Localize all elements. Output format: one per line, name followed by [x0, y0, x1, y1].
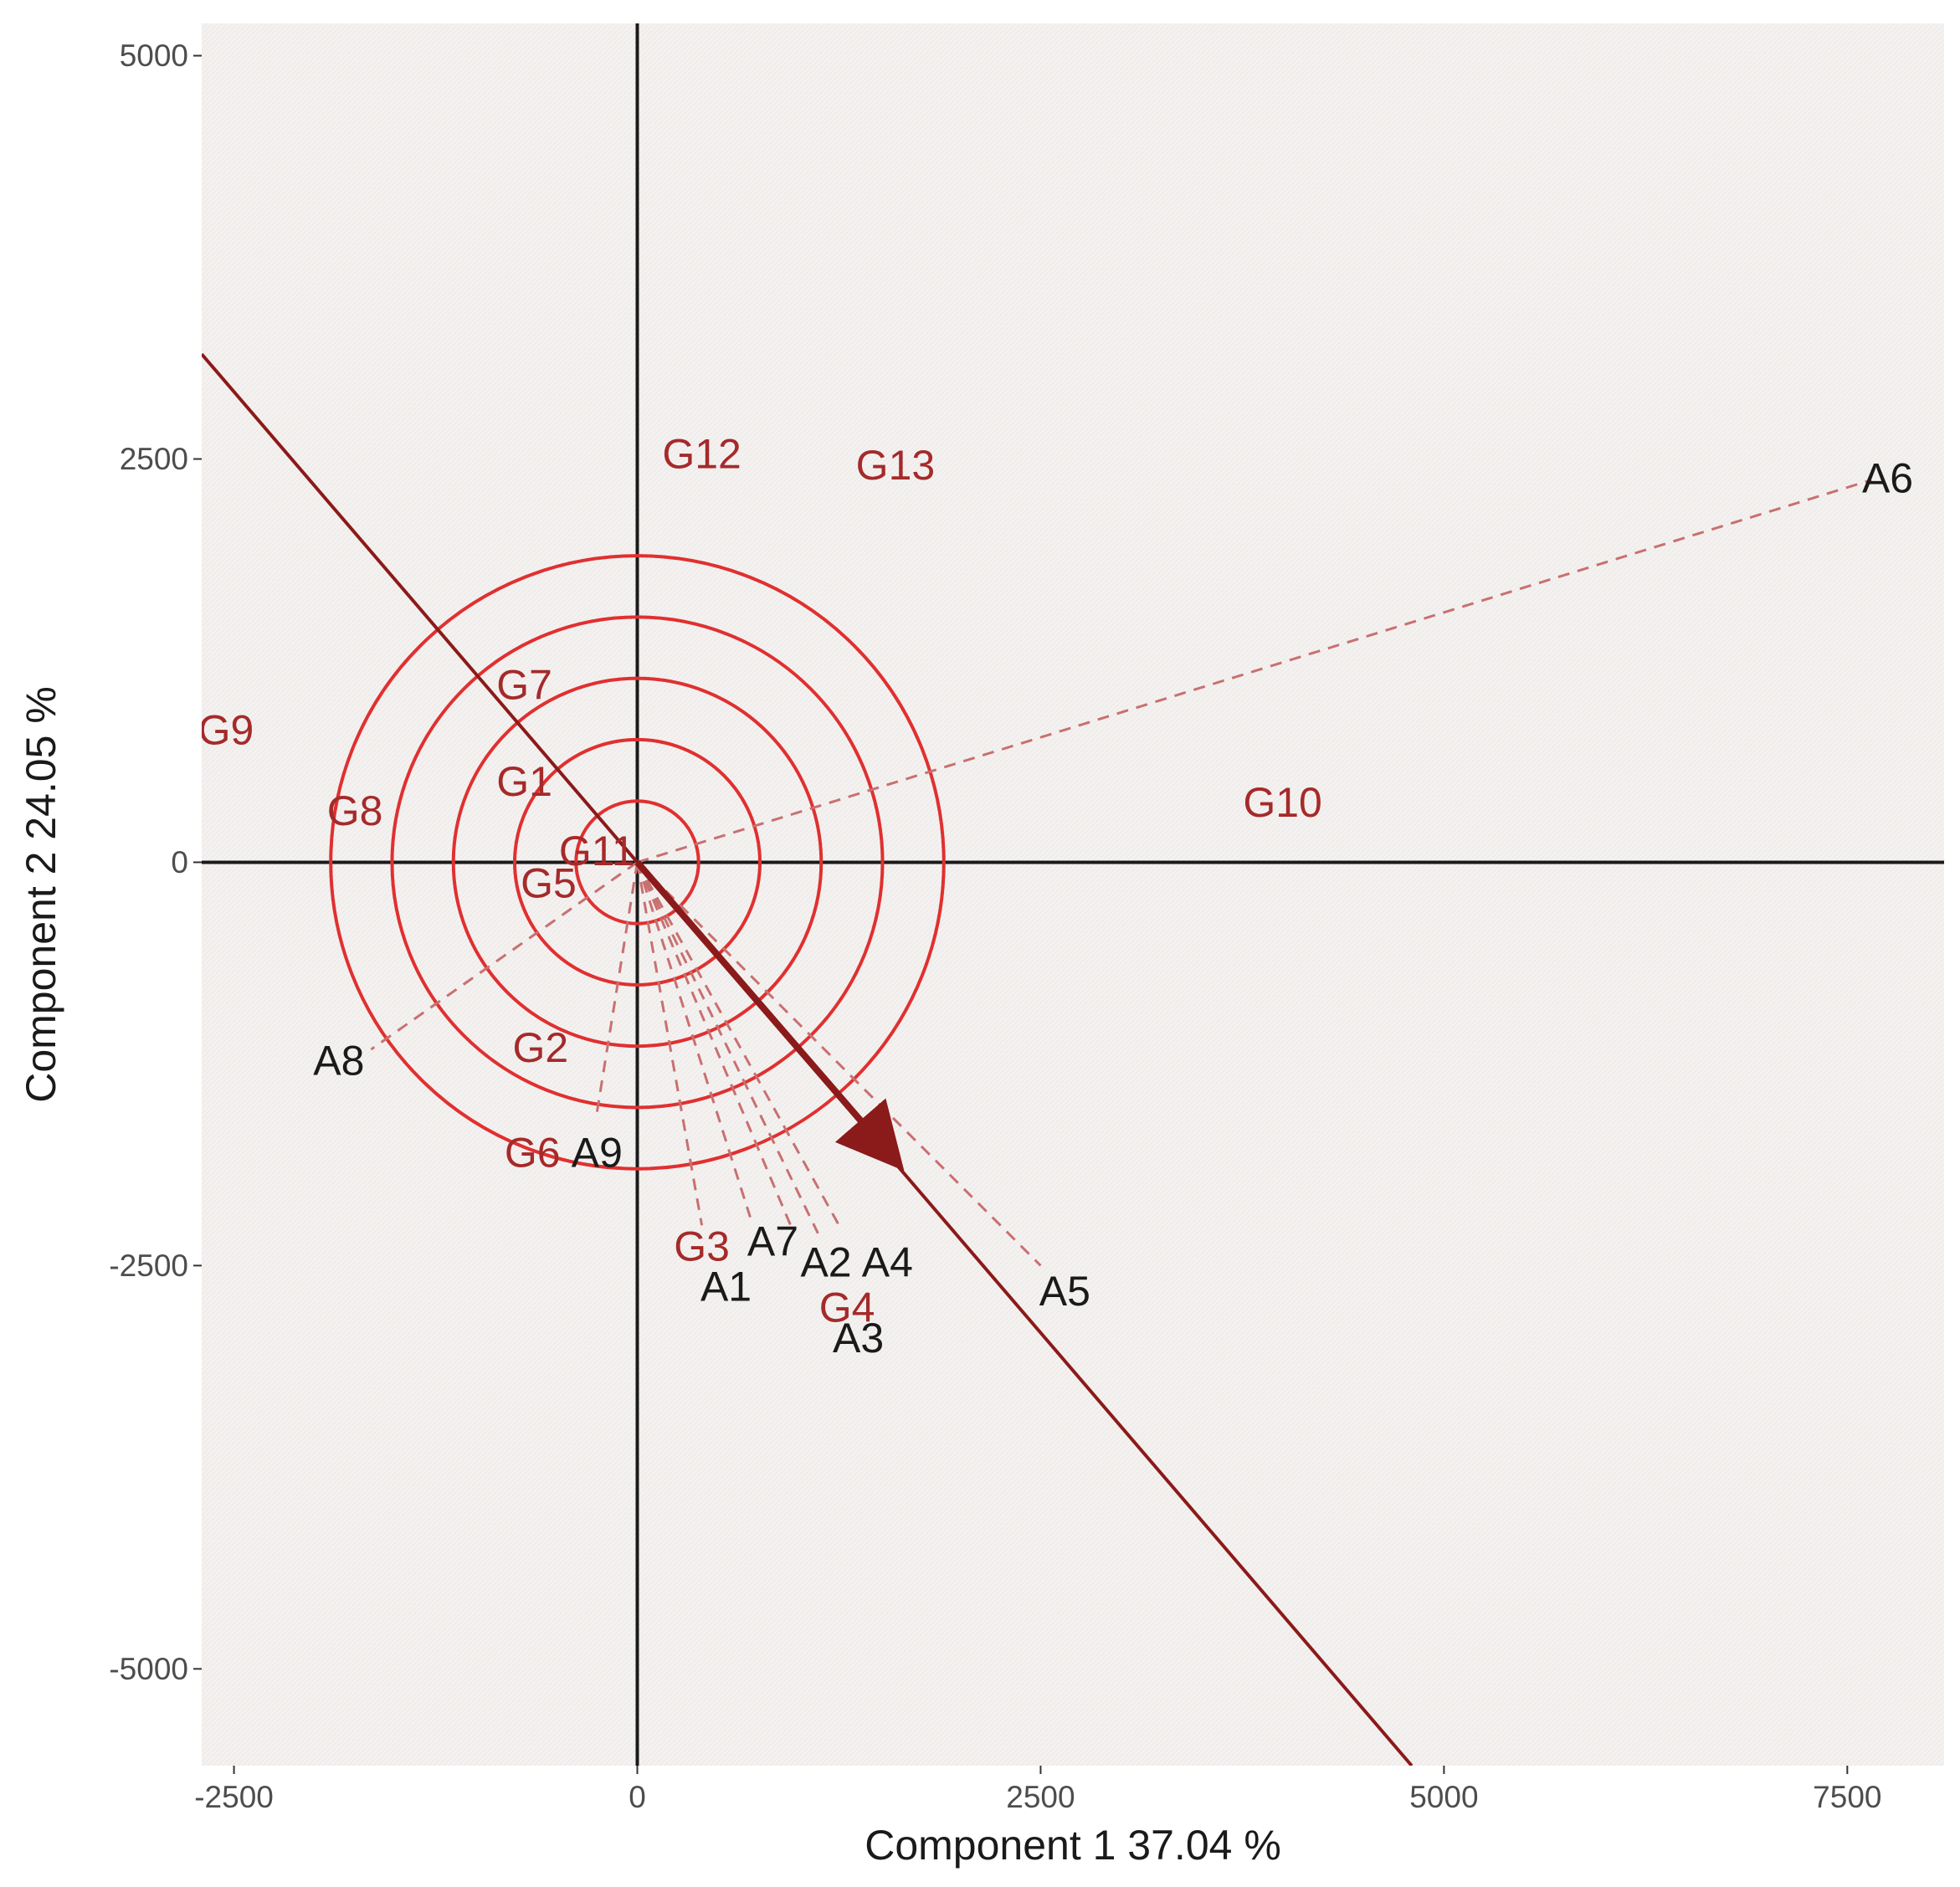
environment-label-a3: A3 [833, 1315, 884, 1361]
env-vector-a5 [636, 861, 1042, 1267]
genotype-label-g10: G10 [1243, 779, 1322, 826]
genotype-label-g7: G7 [496, 661, 552, 708]
genotype-label-g6: G6 [505, 1129, 561, 1176]
x-tick-label: -2500 [194, 1780, 274, 1814]
env-vector-a6 [637, 479, 1872, 864]
environment-label-a5: A5 [1039, 1268, 1090, 1315]
env-vector-a1 [636, 862, 704, 1226]
genotype-label-g1: G1 [496, 758, 552, 805]
environment-label-a6: A6 [1862, 455, 1913, 502]
env-vector-a7 [636, 861, 752, 1218]
x-tick-label: 5000 [1409, 1780, 1478, 1814]
genotype-label-g8: G8 [327, 787, 383, 834]
x-axis-title: Component 1 37.04 % [865, 1822, 1281, 1869]
environment-label-a7: A7 [747, 1218, 798, 1264]
env-vector-a4 [636, 861, 840, 1226]
x-tick-label: 7500 [1813, 1780, 1881, 1814]
environment-label-a9: A9 [572, 1129, 623, 1176]
plot-panel [202, 23, 1944, 1766]
y-tick-label: 2500 [120, 442, 188, 476]
genotype-label-g3: G3 [674, 1223, 730, 1269]
y-axis-title: Component 2 24.05 % [18, 686, 64, 1103]
ideal-direction-arrow [634, 859, 905, 1172]
genotype-label-g11: G11 [559, 828, 635, 874]
genotype-label-g12: G12 [662, 431, 741, 478]
x-tick-label: 2500 [1006, 1780, 1075, 1814]
environment-label-a8: A8 [313, 1038, 364, 1085]
genotype-label-g5: G5 [521, 860, 577, 907]
concentric-circle-3 [451, 676, 824, 1049]
y-tick-label: 5000 [120, 38, 188, 73]
env-vector-a8 [370, 861, 639, 1051]
environment-label-a1: A1 [700, 1263, 752, 1310]
concentric-circle-2 [512, 737, 762, 987]
genotype-label-g4: G4 [819, 1284, 875, 1331]
genotype-label-g2: G2 [512, 1024, 568, 1071]
concentric-circle-5 [329, 554, 946, 1171]
genotype-label-g9: G9 [198, 706, 254, 753]
env-vector-a2 [636, 861, 793, 1226]
y-tick-label: -5000 [109, 1652, 188, 1686]
env-vector-a9 [595, 862, 639, 1113]
y-tick-label: -2500 [109, 1249, 188, 1283]
y-tick-label: 0 [171, 845, 188, 879]
environment-label-a2: A2 [800, 1239, 851, 1286]
env-vector-a3 [636, 861, 819, 1234]
genotype-label-g13: G13 [856, 442, 936, 489]
concentric-circle-1 [574, 799, 700, 926]
concentric-circle-4 [390, 615, 885, 1110]
environment-label-a4: A4 [862, 1239, 913, 1286]
x-tick-label: 0 [629, 1780, 646, 1814]
